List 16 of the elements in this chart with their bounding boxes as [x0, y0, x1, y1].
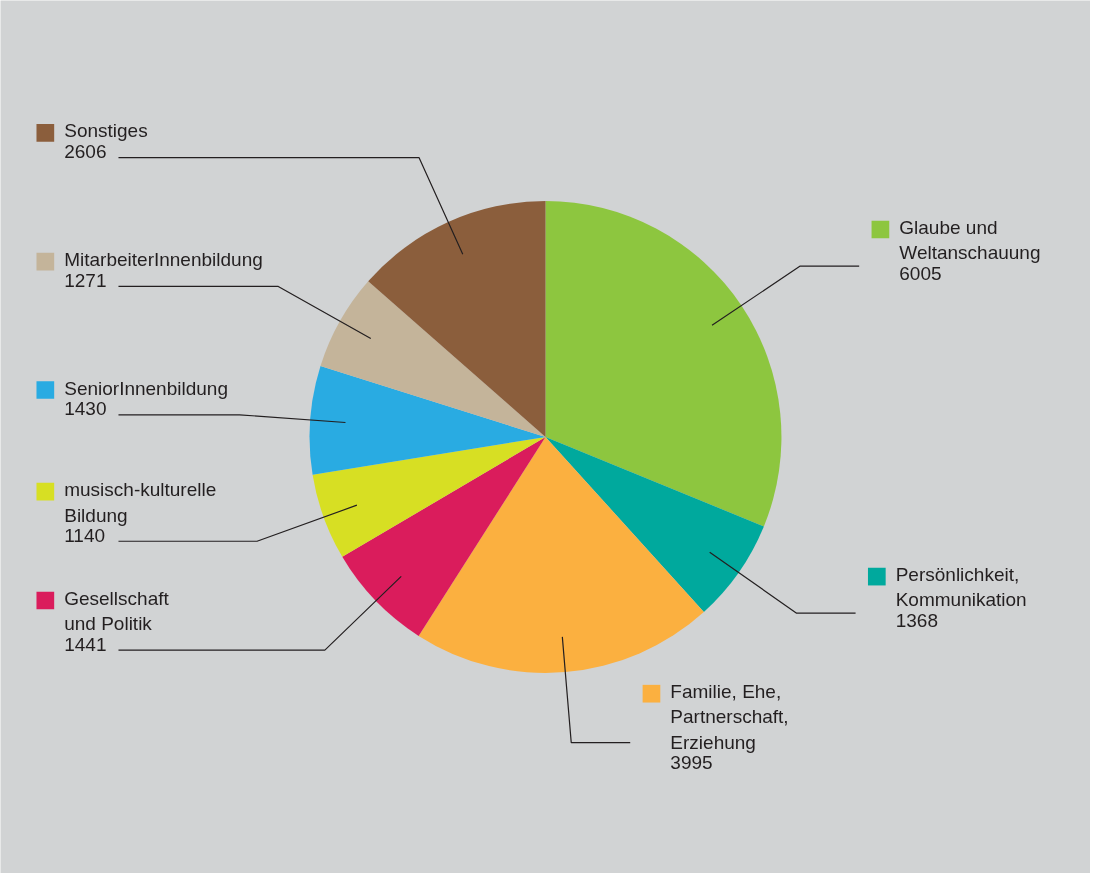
- data-label: 1140: [64, 524, 106, 546]
- data-label: 1441: [64, 633, 107, 655]
- legend-label: Familie, Ehe, Partnerschaft, Erziehung: [670, 681, 789, 753]
- data-label: 1271: [64, 270, 107, 292]
- data-label: 6005: [899, 262, 942, 284]
- data-label: 1430: [64, 398, 107, 420]
- legend-label: Sonstiges: [64, 120, 148, 142]
- legend-label: Persönlichkeit, Kommunikation: [895, 564, 1027, 611]
- data-label: 3995: [670, 751, 713, 773]
- legend-label: SeniorInnenbildung: [64, 377, 228, 399]
- legend-label: MitarbeiterInnenbildung: [64, 249, 263, 271]
- legend-label: Glaube und Weltanschauung: [899, 217, 1041, 264]
- legend-label: musisch-kulturelle Bildung: [64, 479, 217, 526]
- data-label: 1368: [895, 609, 938, 631]
- legend-label: Gesellschaft und Politik: [64, 588, 170, 635]
- data-label: 2606: [64, 141, 107, 163]
